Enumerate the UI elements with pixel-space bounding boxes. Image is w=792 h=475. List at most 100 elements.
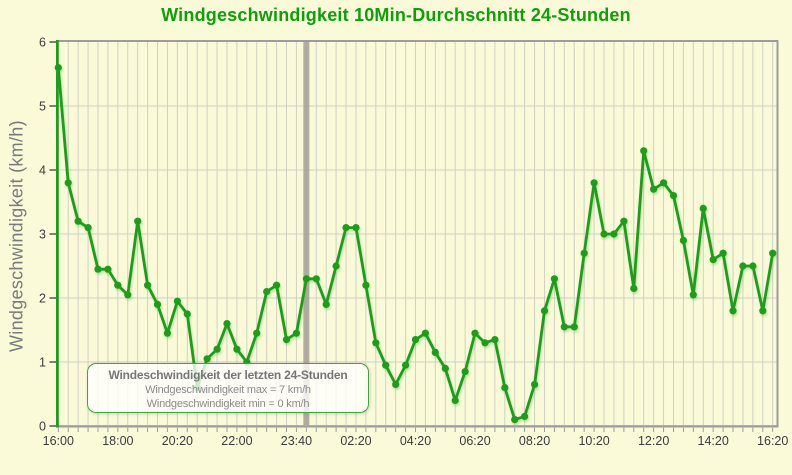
data-point[interactable] bbox=[451, 396, 459, 404]
data-point[interactable] bbox=[352, 224, 360, 232]
data-point[interactable] bbox=[461, 368, 469, 376]
x-tick-label: 06:20 bbox=[459, 434, 490, 448]
tooltip-title: Windeschwindigkeit der letzten 24-Stunde… bbox=[108, 368, 348, 382]
data-point[interactable] bbox=[769, 249, 777, 257]
data-point[interactable] bbox=[610, 230, 618, 238]
data-point[interactable] bbox=[292, 329, 300, 337]
data-point[interactable] bbox=[342, 224, 350, 232]
x-tick-label: 23:40 bbox=[281, 434, 312, 448]
data-point[interactable] bbox=[739, 262, 747, 270]
data-point[interactable] bbox=[84, 224, 92, 232]
data-point[interactable] bbox=[729, 307, 737, 315]
data-point[interactable] bbox=[709, 256, 717, 264]
data-point[interactable] bbox=[650, 185, 658, 193]
plot-border bbox=[56, 40, 779, 428]
data-point[interactable] bbox=[719, 249, 727, 257]
data-point[interactable] bbox=[570, 323, 578, 331]
data-point[interactable] bbox=[282, 336, 291, 344]
data-point[interactable] bbox=[153, 300, 162, 308]
data-point[interactable] bbox=[163, 329, 171, 337]
y-tick-label: 3 bbox=[39, 228, 46, 242]
data-point[interactable] bbox=[223, 320, 231, 328]
data-point[interactable] bbox=[759, 307, 767, 315]
data-point[interactable] bbox=[421, 329, 429, 337]
data-point[interactable] bbox=[580, 249, 588, 257]
data-point[interactable] bbox=[183, 310, 191, 318]
data-point[interactable] bbox=[431, 348, 439, 356]
data-point[interactable] bbox=[511, 416, 519, 424]
x-tick-label: 04:20 bbox=[400, 434, 431, 448]
wind-speed-series bbox=[54, 64, 777, 424]
data-point[interactable] bbox=[471, 329, 479, 337]
data-point[interactable] bbox=[104, 265, 112, 273]
data-point[interactable] bbox=[491, 336, 499, 344]
data-point[interactable] bbox=[689, 291, 697, 299]
data-point[interactable] bbox=[372, 339, 380, 347]
chart-title: Windgeschwindigkeit 10Min-Durchschnitt 2… bbox=[161, 5, 631, 25]
y-tick-label: 6 bbox=[39, 36, 46, 50]
data-point[interactable] bbox=[540, 307, 549, 315]
y-tick-label: 4 bbox=[39, 164, 46, 178]
data-point[interactable] bbox=[620, 217, 628, 225]
data-point[interactable] bbox=[699, 204, 707, 212]
y-tick-label: 1 bbox=[39, 356, 46, 370]
data-point[interactable] bbox=[669, 192, 678, 200]
data-point[interactable] bbox=[362, 281, 370, 289]
x-tick-label: 18:00 bbox=[102, 434, 133, 448]
data-point[interactable] bbox=[54, 64, 62, 72]
tooltip-max: Windgeschwindigkeit max = 7 km/h bbox=[145, 384, 311, 396]
y-axis: 0 1 2 3 4 5 6 bbox=[39, 36, 56, 434]
data-point[interactable] bbox=[94, 265, 102, 273]
data-point[interactable] bbox=[134, 217, 142, 225]
x-tick-label: 14:20 bbox=[698, 434, 729, 448]
data-point[interactable] bbox=[144, 281, 152, 289]
x-tick-label: 22:00 bbox=[221, 434, 252, 448]
data-point[interactable] bbox=[550, 275, 559, 283]
data-point[interactable] bbox=[679, 236, 688, 244]
data-point[interactable] bbox=[600, 230, 608, 238]
data-point[interactable] bbox=[302, 275, 310, 283]
x-tick-label: 12:20 bbox=[638, 434, 669, 448]
data-point[interactable] bbox=[263, 288, 271, 296]
y-tick-label: 0 bbox=[39, 420, 46, 434]
data-point[interactable] bbox=[501, 384, 509, 392]
data-point[interactable] bbox=[660, 179, 668, 187]
x-tick-label: 10:20 bbox=[578, 434, 609, 448]
data-point[interactable] bbox=[590, 179, 598, 187]
data-point[interactable] bbox=[312, 275, 320, 283]
y-tick-label: 5 bbox=[39, 100, 46, 114]
data-point[interactable] bbox=[402, 361, 410, 369]
data-point[interactable] bbox=[392, 380, 400, 388]
x-axis: 16:00 18:00 20:20 22:00 23:40 02:20 04:20 06:20… bbox=[43, 427, 788, 448]
data-point[interactable] bbox=[630, 284, 638, 292]
data-point[interactable] bbox=[114, 281, 122, 289]
data-point[interactable] bbox=[521, 412, 529, 420]
tooltip-min: Windgeschwindigkeit min = 0 km/h bbox=[146, 398, 310, 410]
data-point[interactable] bbox=[411, 336, 420, 344]
data-point[interactable] bbox=[124, 291, 132, 299]
x-tick-label: 08:20 bbox=[519, 434, 550, 448]
data-point[interactable] bbox=[560, 323, 568, 331]
data-point[interactable] bbox=[253, 329, 261, 337]
data-point[interactable] bbox=[273, 281, 281, 289]
data-point[interactable] bbox=[332, 262, 340, 270]
x-tick-label: 16:20 bbox=[757, 434, 788, 448]
data-point[interactable] bbox=[531, 380, 539, 388]
data-point[interactable] bbox=[203, 355, 211, 363]
x-tick-label: 20:20 bbox=[162, 434, 193, 448]
data-point[interactable] bbox=[640, 147, 648, 155]
data-point[interactable] bbox=[74, 217, 82, 225]
data-point[interactable] bbox=[213, 345, 221, 353]
x-tick-label: 16:00 bbox=[43, 434, 74, 448]
x-tick-label: 02:20 bbox=[340, 434, 371, 448]
data-point[interactable] bbox=[382, 361, 390, 369]
data-point[interactable] bbox=[441, 364, 449, 372]
data-point[interactable] bbox=[64, 179, 72, 187]
data-point[interactable] bbox=[322, 300, 330, 308]
data-point[interactable] bbox=[233, 345, 241, 353]
data-point[interactable] bbox=[749, 262, 757, 270]
data-point[interactable] bbox=[173, 297, 181, 305]
data-point[interactable] bbox=[481, 339, 489, 347]
